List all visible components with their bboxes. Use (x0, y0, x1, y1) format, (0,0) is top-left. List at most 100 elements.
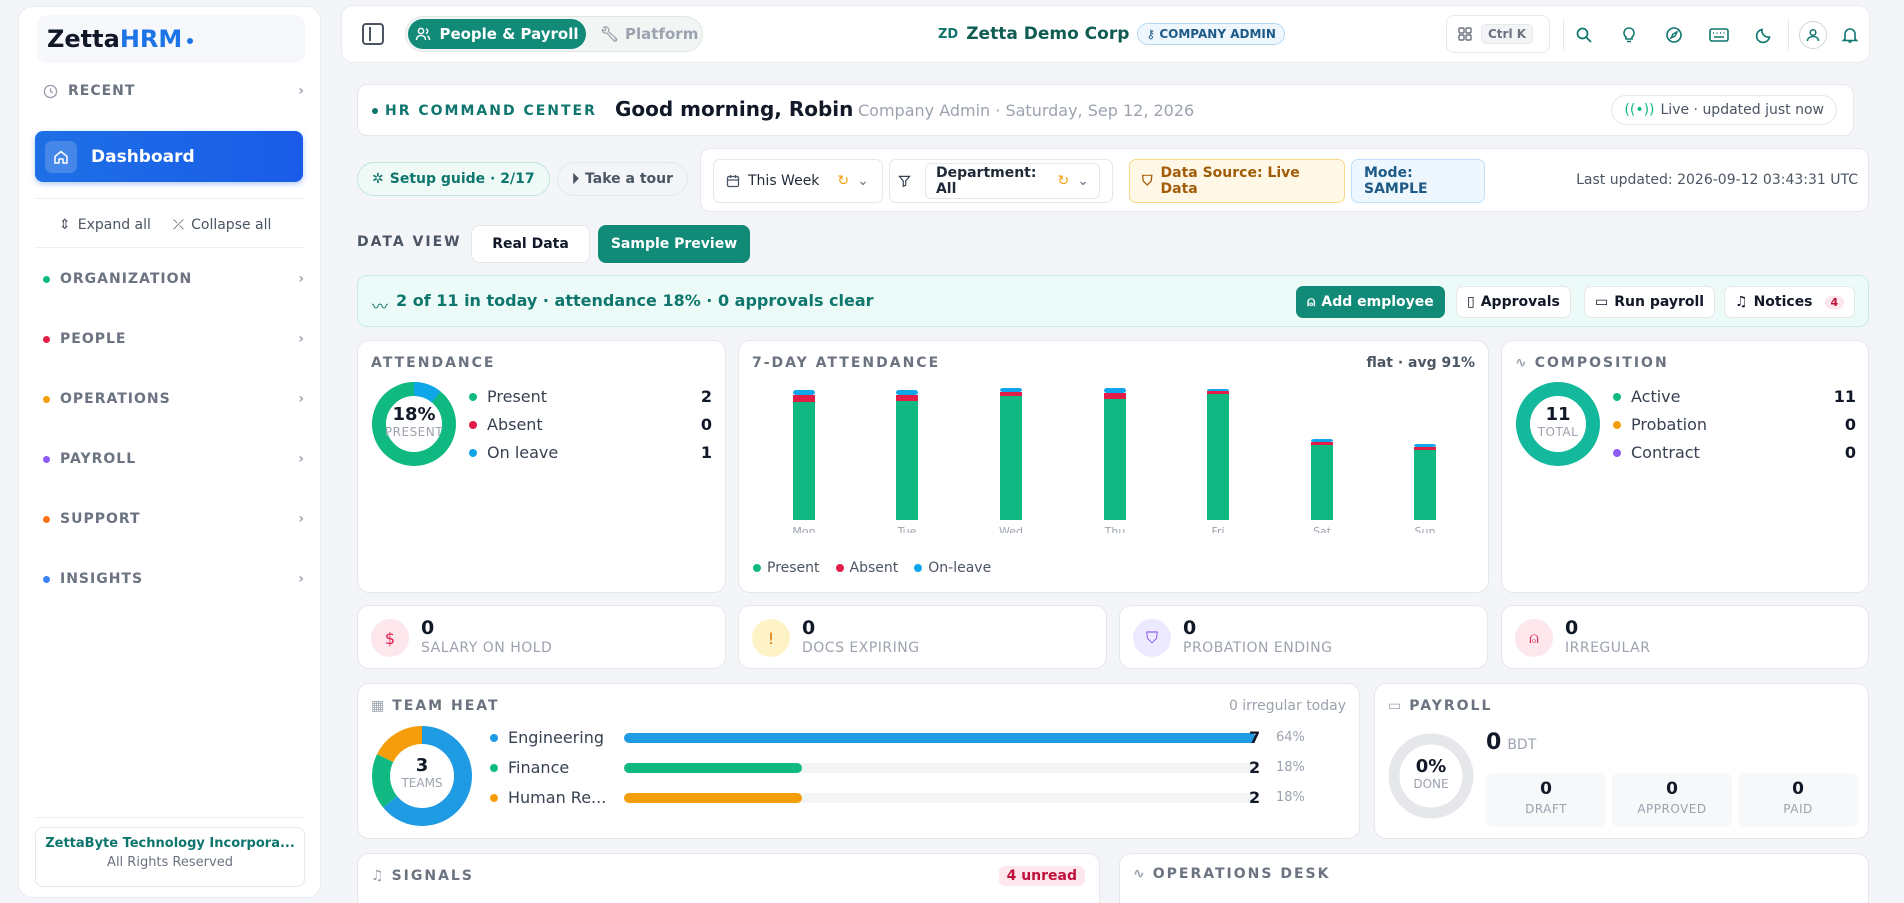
bar-present-fri[interactable] (1207, 394, 1229, 520)
nav-section-label: PEOPLE (60, 331, 127, 347)
refresh-icon[interactable]: ↻ (837, 173, 850, 189)
bar-present-mon[interactable] (793, 402, 815, 520)
sample-preview-button[interactable]: Sample Preview (598, 225, 750, 263)
take-tour-button[interactable]: ⏵ Take a tour (557, 162, 688, 196)
x-tick-label: Sat (1313, 525, 1332, 533)
nav-section-label: PAYROLL (60, 451, 137, 467)
nav-section-payroll[interactable]: PAYROLL › (43, 451, 305, 467)
lightbulb-icon[interactable] (1618, 24, 1640, 46)
section-dot (43, 515, 50, 523)
chevron-right-icon: › (298, 391, 305, 407)
run-payroll-label: Run payroll (1614, 294, 1705, 310)
payroll-card: ▭ PAYROLL 0% DONE 0 BDT 0 DRAFT 0 APPROVED 0 P… (1374, 683, 1869, 839)
x-tick-label: Sun (1415, 525, 1436, 533)
users-icon (416, 27, 431, 41)
data-source-badge[interactable]: ⛉ Data Source: Live Data (1129, 159, 1345, 203)
recent-section[interactable]: RECENT › (43, 83, 305, 99)
refresh-icon[interactable]: ↻ (1057, 173, 1070, 189)
card-title-row: ▦ TEAM HEAT (371, 698, 500, 714)
bar-present-sat[interactable] (1311, 445, 1333, 520)
card-title: ATTENDANCE (371, 355, 496, 371)
legend-label: Active (1631, 387, 1681, 406)
team-heat-row[interactable]: Engineering 7 64% (490, 728, 1345, 747)
bar-on-leave-tue[interactable] (896, 390, 918, 395)
payroll-done-label: DONE (1413, 777, 1449, 791)
team-heat-row[interactable]: Finance 2 18% (490, 758, 1345, 777)
bar-present-thu[interactable] (1104, 399, 1126, 520)
bar-on-leave-mon[interactable] (793, 390, 815, 395)
payroll-stat-approved[interactable]: 0 APPROVED (1612, 773, 1732, 827)
search-icon[interactable] (1573, 24, 1595, 46)
mode-badge[interactable]: Mode: SAMPLE (1351, 159, 1485, 203)
keyboard-icon[interactable] (1708, 24, 1730, 46)
payroll-donut (1388, 733, 1474, 819)
bar-absent-tue[interactable] (896, 395, 918, 401)
run-payroll-button[interactable]: ▭ Run payroll (1584, 286, 1716, 318)
command-palette-button[interactable]: Ctrl K (1446, 15, 1550, 53)
collapse-all-button[interactable]: ⤫ Collapse all (173, 217, 272, 233)
company-indicator[interactable]: ZD Zetta Demo Corp ⚷ COMPANY ADMIN (938, 23, 1285, 45)
sidebar-toggle-icon[interactable] (362, 23, 384, 45)
nav-section-people[interactable]: PEOPLE › (43, 331, 305, 347)
payroll-amount-value: 0 (1486, 730, 1502, 755)
bar-absent-sat[interactable] (1311, 442, 1333, 445)
nav-section-support[interactable]: SUPPORT › (43, 511, 305, 527)
setup-guide-button[interactable]: ✲ Setup guide · 2/17 (357, 162, 550, 196)
company-initials: ZD (938, 26, 959, 42)
kpi-card-docs-expiring[interactable]: ! 0 DOCS EXPIRING (738, 605, 1107, 669)
teams-donut (372, 726, 472, 826)
bar-present-sun[interactable] (1414, 450, 1436, 520)
bar-absent-thu[interactable] (1104, 393, 1126, 399)
moon-icon[interactable] (1753, 24, 1775, 46)
user-x-icon: ⍝ (1515, 619, 1553, 657)
payroll-stat-label: DRAFT (1525, 802, 1567, 816)
live-status-badge: ((•)) Live · updated just now (1611, 95, 1837, 125)
tag-label: HR COMMAND CENTER (385, 103, 597, 119)
tab-platform[interactable]: 🔧︎ Platform (600, 19, 698, 49)
bar-on-leave-thu[interactable] (1104, 388, 1126, 393)
compass-icon[interactable] (1663, 24, 1685, 46)
team-heat-row[interactable]: Human Re... 2 18% (490, 788, 1345, 807)
x-tick-label: Fri (1211, 525, 1224, 533)
bar-on-leave-sun[interactable] (1414, 444, 1436, 447)
real-data-button[interactable]: Real Data (471, 225, 590, 263)
kpi-card-probation-ending[interactable]: ⛉ 0 PROBATION ENDING (1119, 605, 1488, 669)
calendar-icon (726, 175, 740, 188)
sidebar: Zetta HRM RECENT › Dashboard ⇕ Expand all … (18, 6, 321, 898)
period-select[interactable]: This Week ↻ ⌄ (713, 159, 883, 203)
nav-section-insights[interactable]: INSIGHTS › (43, 571, 305, 587)
department-filter[interactable]: Department: All ↻ ⌄ (889, 159, 1113, 203)
period-value: This Week (748, 173, 820, 189)
expand-all-button[interactable]: ⇕ Expand all (59, 217, 151, 233)
kpi-card-salary-on-hold[interactable]: $0 SALARY ON HOLD (357, 605, 726, 669)
avatar-icon[interactable] (1799, 21, 1827, 49)
kpi-card-irregular[interactable]: ⍝ 0 IRREGULAR (1501, 605, 1869, 669)
bell-icon[interactable] (1839, 24, 1861, 46)
command-center-header: HR COMMAND CENTER Good morning, Robin Co… (357, 84, 1854, 136)
unread-badge[interactable]: 4 unread (998, 866, 1085, 886)
bar-present-wed[interactable] (1000, 396, 1022, 520)
tab-people-payroll[interactable]: People & Payroll (408, 19, 586, 49)
expand-collapse-controls: ⇕ Expand all ⤫ Collapse all (59, 217, 271, 233)
bar-absent-wed[interactable] (1000, 392, 1022, 396)
bar-absent-mon[interactable] (793, 395, 815, 402)
bar-on-leave-sat[interactable] (1311, 439, 1333, 442)
app-logo[interactable]: Zetta HRM (37, 15, 305, 63)
bar-on-leave-fri[interactable] (1207, 389, 1229, 391)
payroll-stat-draft[interactable]: 0 DRAFT (1486, 773, 1606, 827)
add-employee-button[interactable]: ⍝ Add employee (1296, 286, 1445, 318)
sidebar-item-dashboard[interactable]: Dashboard (35, 131, 303, 182)
bar-absent-fri[interactable] (1207, 391, 1229, 394)
nav-section-operations[interactable]: OPERATIONS › (43, 391, 305, 407)
notices-button[interactable]: ♫ Notices 4 (1724, 286, 1856, 318)
department-select[interactable]: Department: All ↻ ⌄ (924, 163, 1100, 199)
bar-present-tue[interactable] (896, 401, 918, 520)
nav-section-organization[interactable]: ORGANIZATION › (43, 271, 305, 287)
nav-section-label: OPERATIONS (60, 391, 171, 407)
card-title-row: ▭ PAYROLL (1388, 698, 1492, 714)
bar-absent-sun[interactable] (1414, 447, 1436, 450)
approvals-button[interactable]: ▯ Approvals (1456, 286, 1571, 318)
payroll-stat-paid[interactable]: 0 PAID (1738, 773, 1858, 827)
team-bar-fill (624, 792, 802, 803)
bar-on-leave-wed[interactable] (1000, 388, 1022, 392)
